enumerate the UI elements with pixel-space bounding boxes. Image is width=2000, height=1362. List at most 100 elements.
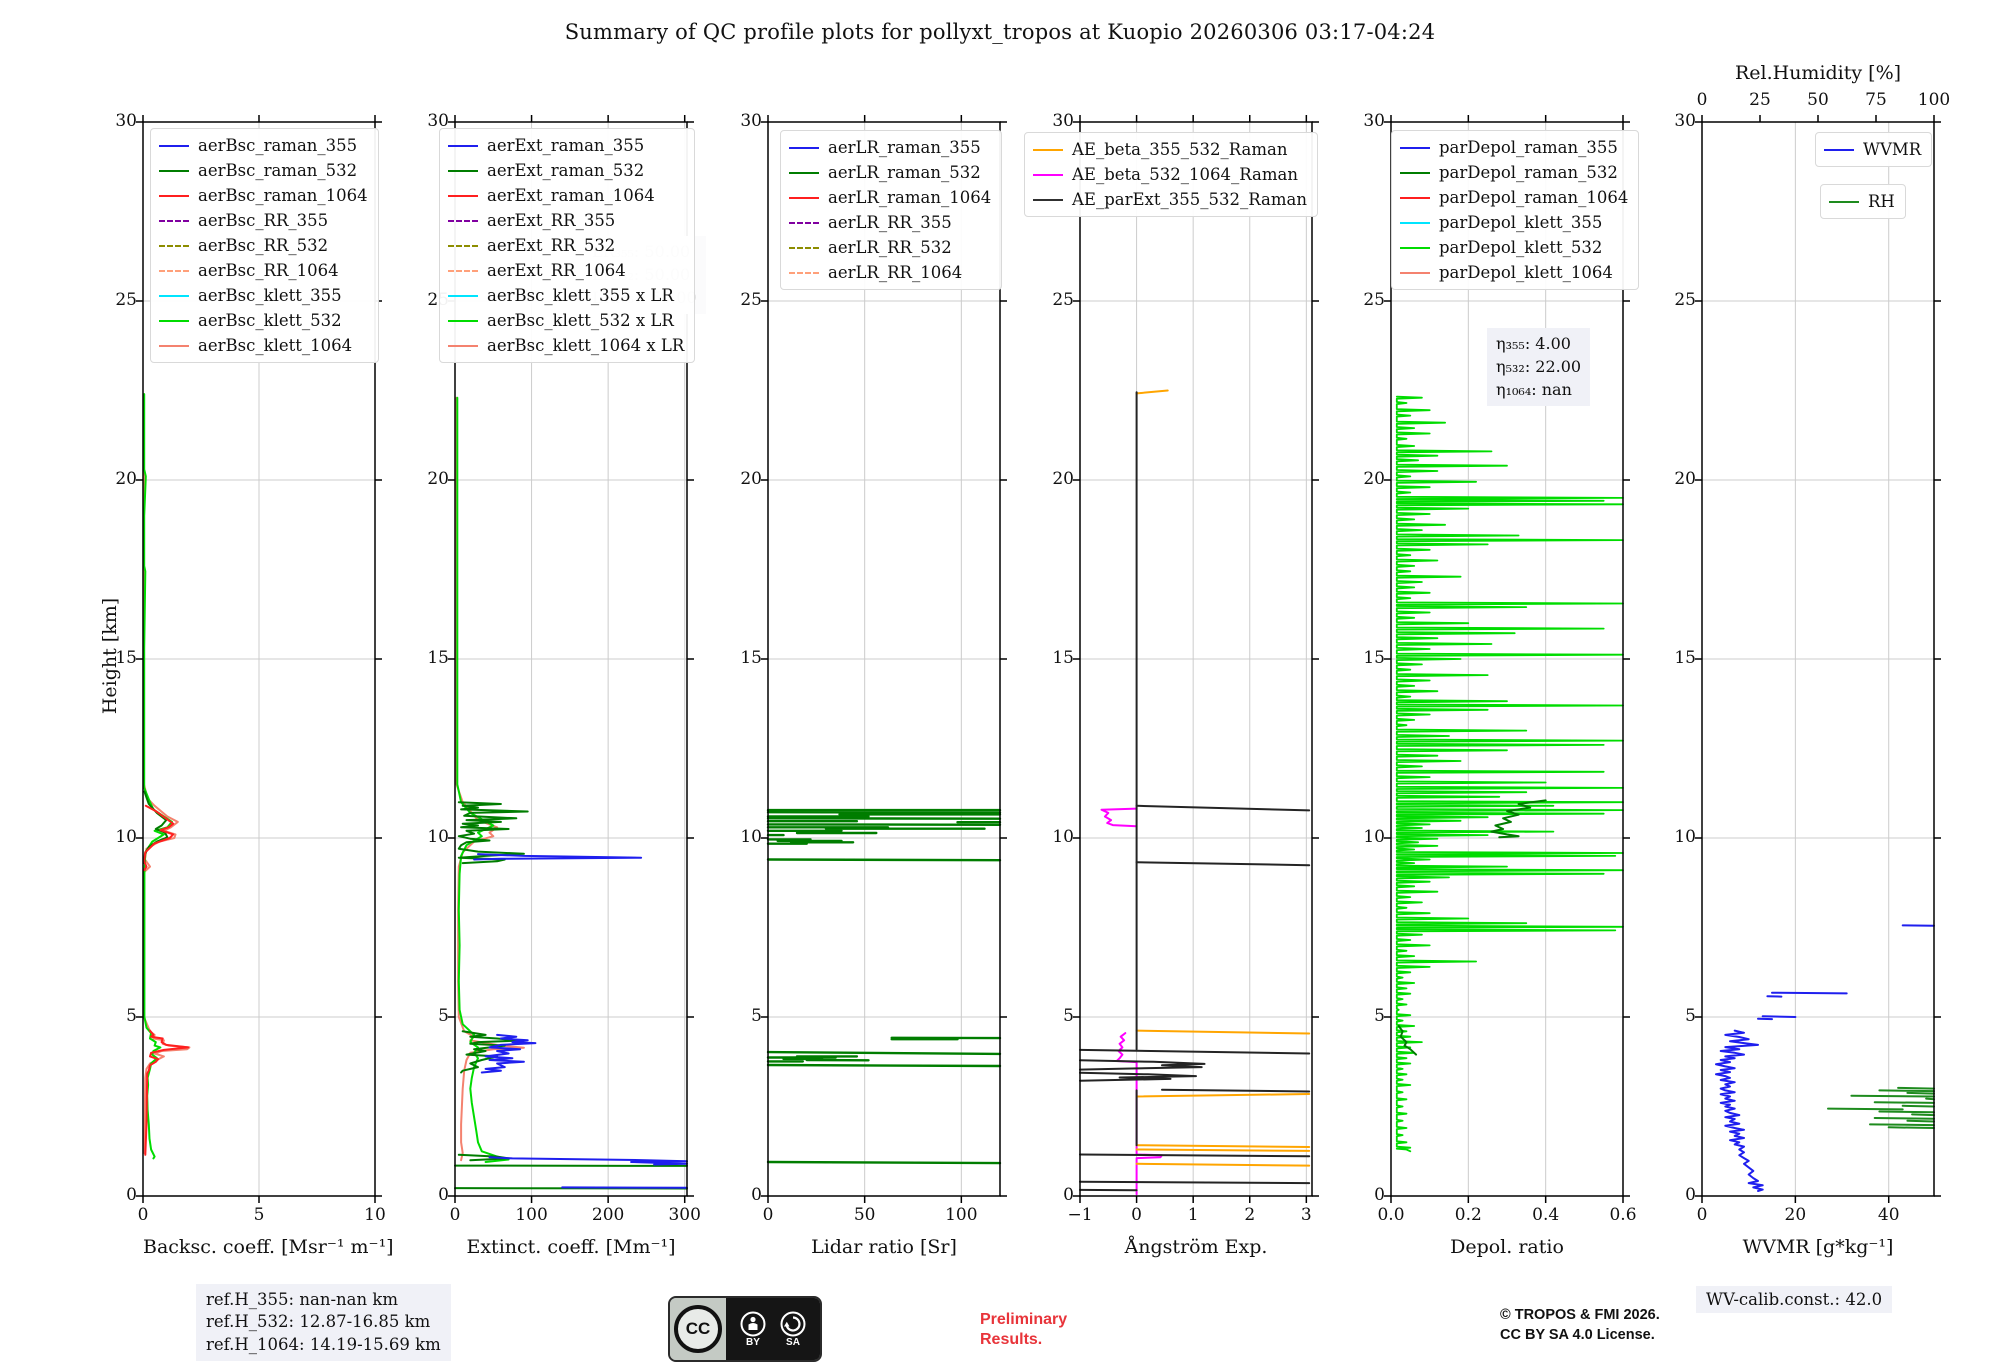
legend-line-sample-icon [159,170,189,172]
panel-series-angstroem [1080,391,1309,1195]
legend-line-sample-icon [448,245,478,247]
legend-label: parDepol_klett_532 [1439,238,1602,257]
series-RH [1875,1102,1934,1103]
xtick-lidar_ratio-1: 50 [841,1205,889,1225]
legend-label: WVMR [1863,140,1921,159]
xtick-backscatter-1: 5 [235,1205,283,1225]
series-RH [1828,1109,1903,1110]
series-RH [1907,1093,1934,1094]
series-RH [1889,1127,1934,1128]
legend-label: aerBsc_RR_532 [198,236,328,255]
series-RH [1912,1114,1934,1115]
cc-by-label: BY [746,1337,760,1348]
legend-label: RH [1868,192,1895,211]
copyright-line-2: CC BY SA 4.0 License. [1500,1326,1660,1346]
legend-label: parDepol_klett_1064 [1439,263,1613,282]
legend-entry: aerLR_raman_1064 [789,185,991,210]
legend-label: aerBsc_RR_1064 [198,261,339,280]
legend-entry: aerLR_RR_355 [789,210,991,235]
xtick-angstroem-3: 2 [1226,1205,1274,1225]
legend-entry: aerLR_RR_532 [789,235,991,260]
ytick-lidar_ratio-15: 15 [728,648,762,668]
copyright-note: © TROPOS & FMI 2026. CC BY SA 4.0 Licens… [1500,1306,1660,1345]
legend-line-sample-icon [159,345,189,347]
legend-entry: aerExt_raman_355 [448,133,684,158]
annotation-line: η₃₅₅: 4.00 [1496,332,1581,355]
series-AE_beta_355_532_Raman [1137,1031,1310,1034]
legend-entry: aerBsc_klett_1064 x LR [448,333,684,358]
cc-by-icon: BY [740,1311,766,1348]
ytick-lidar_ratio-5: 5 [728,1006,762,1026]
ytick-backscatter-20: 20 [103,469,137,489]
legend-label: aerLR_raman_355 [828,138,981,157]
ytick-wvmr_rh-15: 15 [1662,648,1696,668]
series-parDepol_klett_532 [1397,397,1623,1152]
ytick-angstroem-30: 30 [1040,111,1074,131]
series-AE_parExt_355_532_Raman [1080,1050,1309,1054]
legend-entry: aerBsc_klett_1064 [159,333,368,358]
ytick-depol_ratio-0: 0 [1351,1185,1385,1205]
ytick-depol_ratio-20: 20 [1351,469,1385,489]
annotation-line: η₁₀₆₄: nan [1496,378,1581,401]
ref-h-355: ref.H_355: nan-nan km [206,1289,441,1311]
series-RH [1907,1121,1934,1122]
xtick-angstroem-4: 3 [1282,1205,1330,1225]
xlabel-wvmr_rh: WVMR [g*kg⁻¹] [1702,1236,1934,1258]
legend-entry: aerExt_RR_355 [448,208,684,233]
legend-entry: AE_beta_355_532_Raman [1033,137,1307,162]
xtick-angstroem-0: −1 [1056,1205,1104,1225]
ytick-depol_ratio-25: 25 [1351,290,1385,310]
series-AE_parExt_355_532_Raman [1162,1090,1309,1092]
legend-line-sample-icon [789,147,819,149]
xtick-angstroem-1: 0 [1113,1205,1161,1225]
panel-series-extinction [455,398,687,1189]
legend-line-sample-icon [159,320,189,322]
ytick-lidar_ratio-10: 10 [728,827,762,847]
legend-label: aerBsc_RR_355 [198,211,328,230]
legend-line-sample-icon [159,145,189,147]
legend-label: aerExt_RR_1064 [487,261,626,280]
series-AE_beta_532_1064_Raman [1117,1033,1162,1194]
xtick-lidar_ratio-0: 0 [744,1205,792,1225]
ytick-wvmr_rh-30: 30 [1662,111,1696,131]
ytick-extinction-5: 5 [415,1006,449,1026]
legend-label: parDepol_klett_355 [1439,213,1602,232]
legend-line-sample-icon [1033,199,1063,201]
xlabel-backscatter: Backsc. coeff. [Msr⁻¹ m⁻¹] [143,1236,375,1258]
legend-entry: aerBsc_klett_355 [159,283,368,308]
series-AE_beta_355_532_Raman [1137,391,1168,394]
toptick-wvmr_rh-3: 75 [1852,90,1900,110]
legend-entry: aerBsc_klett_355 x LR [448,283,684,308]
series-AE_parExt_355_532_Raman [1137,806,1310,811]
ytick-angstroem-5: 5 [1040,1006,1074,1026]
legend-label: aerLR_raman_1064 [828,188,991,207]
legend-line-sample-icon [789,247,819,249]
legend-line-sample-icon [1400,172,1430,174]
ytick-backscatter-5: 5 [103,1006,137,1026]
ytick-extinction-20: 20 [415,469,449,489]
legend-label: aerLR_RR_1064 [828,263,962,282]
series-RH [1875,1118,1934,1119]
legend-entry: WVMR [1824,137,1921,162]
series-AE_beta_355_532_Raman [1137,1150,1310,1151]
legend-label: aerBsc_raman_355 [198,136,357,155]
preliminary-results-note: Preliminary Results. [980,1310,1067,1350]
legend-label: aerLR_RR_355 [828,213,952,232]
xlabel-extinction: Extinct. coeff. [Mm⁻¹] [455,1236,687,1258]
legend-entry: aerBsc_klett_532 x LR [448,308,684,333]
legend-line-sample-icon [1033,149,1063,151]
legend-line-sample-icon [448,220,478,222]
legend-entry: aerExt_RR_532 [448,233,684,258]
ytick-wvmr_rh-0: 0 [1662,1185,1696,1205]
cc-logo-area: CC [670,1298,726,1360]
xtick-wvmr_rh-0: 0 [1678,1205,1726,1225]
toptick-wvmr_rh-2: 50 [1794,90,1842,110]
series-aerLR_raman_532 [768,860,1000,861]
cc-icon: CC [674,1305,722,1353]
xtick-extinction-2: 200 [584,1205,632,1225]
series-aerExt_raman_355 [474,854,641,859]
legend-line-sample-icon [1400,197,1430,199]
